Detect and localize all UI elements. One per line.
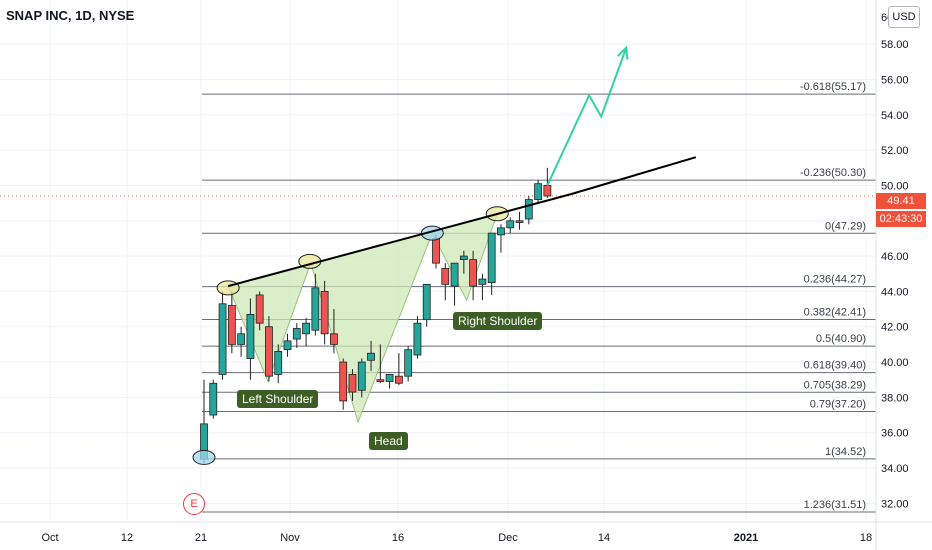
- candle-body: [450, 262, 459, 287]
- head-label: Head: [369, 432, 408, 450]
- candle-body: [459, 255, 468, 261]
- candle-body: [413, 322, 422, 356]
- neckline-trendline: [227, 156, 697, 288]
- y-tick-label: 52.00: [881, 145, 909, 157]
- x-tick-label: Dec: [498, 532, 518, 544]
- earnings-marker[interactable]: E: [183, 493, 205, 515]
- fib-level-label: 0(47.29): [825, 220, 866, 232]
- candle-body: [265, 326, 273, 377]
- y-tick-label: 34.00: [881, 463, 909, 475]
- candle-body: [311, 287, 320, 331]
- y-tick-label: 40.00: [881, 357, 909, 369]
- y-tick-label: 54.00: [881, 110, 909, 122]
- y-tick-label: 46.00: [881, 251, 909, 263]
- candle-body: [506, 220, 515, 229]
- candle-body: [376, 379, 385, 382]
- fib-level-label: 0.618(39.40): [804, 360, 866, 372]
- y-tick-label: 58.00: [881, 39, 909, 51]
- candle-body: [478, 278, 487, 285]
- currency-button[interactable]: USD: [888, 6, 920, 28]
- y-tick-label: 50.00: [881, 180, 909, 192]
- fib-level-label: 1(34.52): [825, 446, 866, 458]
- candle-body: [432, 238, 440, 264]
- y-tick-label: 56.00: [881, 74, 909, 86]
- candle-body: [283, 340, 292, 351]
- x-tick-label: 2021: [734, 532, 758, 544]
- candle-body: [404, 349, 413, 377]
- candle-body: [348, 374, 357, 393]
- fib-level-label: 0.705(38.29): [804, 379, 866, 391]
- candle-body: [255, 294, 264, 324]
- y-tick-label: 44.00: [881, 286, 909, 298]
- candle-body: [487, 232, 496, 283]
- y-tick-label: 38.00: [881, 392, 909, 404]
- candle-body: [274, 351, 283, 375]
- candle-body: [422, 283, 431, 321]
- current-price-badge: 49.41: [876, 193, 926, 209]
- left-shoulder-label: Left Shoulder: [237, 390, 319, 408]
- candle-body: [302, 322, 310, 335]
- candle-body: [385, 374, 394, 382]
- x-tick-label: 14: [598, 532, 610, 544]
- candle-body: [394, 375, 403, 384]
- candle-body: [497, 227, 505, 236]
- candle-body: [441, 268, 450, 285]
- x-tick-label: 16: [392, 532, 404, 544]
- candle-body: [237, 333, 246, 345]
- fib-level-label: 0.382(42.41): [804, 306, 866, 318]
- projection-path: [546, 47, 628, 186]
- candle-body: [227, 305, 236, 345]
- fib-level-label: 0.5(40.90): [816, 333, 866, 345]
- right-shoulder-label: Right Shoulder: [453, 312, 543, 330]
- candle-body: [515, 220, 524, 223]
- candle-body: [524, 199, 533, 220]
- chart-title: SNAP INC, 1D, NYSE: [6, 8, 135, 23]
- candle-body: [330, 333, 338, 345]
- x-tick-label: 21: [195, 532, 207, 544]
- pattern-ellipse: [216, 280, 240, 296]
- candle-body: [320, 291, 329, 335]
- x-tick-label: 18: [860, 532, 872, 544]
- x-tick-label: Oct: [41, 532, 58, 544]
- x-tick-label: 12: [121, 532, 133, 544]
- pattern-ellipse: [192, 449, 216, 465]
- candle-body: [339, 361, 348, 402]
- candle-body: [543, 185, 552, 197]
- fib-level-label: -0.618(55.17): [800, 81, 866, 93]
- candle-body: [357, 361, 366, 391]
- fib-level-label: 0.79(37.20): [810, 399, 866, 411]
- candle-body: [246, 313, 255, 359]
- x-tick-label: Nov: [280, 532, 300, 544]
- fib-level-label: -0.236(50.30): [800, 167, 866, 179]
- candle-body: [292, 328, 301, 340]
- fib-level-label: 1.236(31.51): [804, 499, 866, 511]
- y-tick-label: 42.00: [881, 322, 909, 334]
- projection-arrowhead: [616, 45, 629, 60]
- y-tick-label: 32.00: [881, 498, 909, 510]
- y-tick-label: 36.00: [881, 428, 909, 440]
- candle-body: [534, 183, 542, 200]
- countdown-badge: 02:43:30: [876, 211, 926, 227]
- candle-body: [469, 259, 478, 287]
- candle-body: [218, 303, 227, 375]
- candle-body: [367, 352, 375, 361]
- fib-level-label: 0.236(44.27): [804, 274, 866, 286]
- candle-body: [209, 382, 218, 416]
